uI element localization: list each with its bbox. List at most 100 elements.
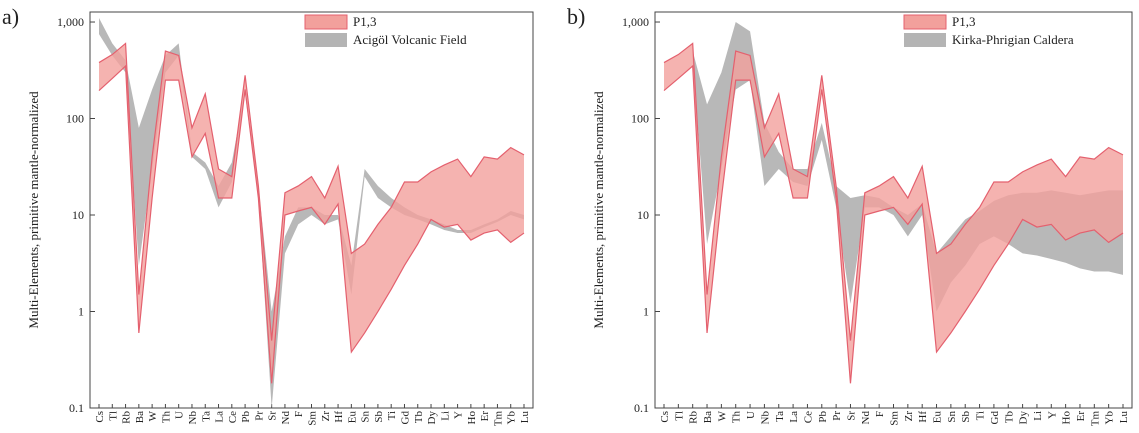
x-tick-label: Er bbox=[479, 411, 491, 422]
x-tick-label: Pb bbox=[817, 411, 829, 423]
x-tick-label: Eu bbox=[346, 411, 358, 424]
legend-swatch bbox=[903, 14, 947, 30]
x-tick-label: Tl bbox=[673, 411, 685, 421]
x-tick-label: Sn bbox=[360, 411, 372, 423]
x-tick-label: Ho bbox=[466, 411, 478, 425]
x-tick-label: Nd bbox=[860, 411, 872, 425]
range-area bbox=[664, 43, 1123, 384]
panel: b) Multi-Elements, primitive mantle-norma… bbox=[567, 4, 1133, 427]
x-tick-label: Sm bbox=[307, 411, 319, 426]
x-tick-label: Tb bbox=[413, 411, 425, 424]
x-tick-label: U bbox=[745, 411, 757, 419]
x-tick-label: Ce bbox=[227, 411, 239, 423]
range-edge bbox=[98, 42, 525, 341]
x-tick-label: F bbox=[874, 411, 886, 417]
x-tick-label: Cs bbox=[659, 411, 671, 423]
range-area bbox=[99, 43, 524, 384]
x-tick-label: Cs bbox=[94, 411, 106, 423]
x-tick-label: Lu bbox=[519, 411, 531, 424]
x-tick-label: Hf bbox=[917, 411, 929, 423]
x-tick-label: U bbox=[174, 411, 186, 419]
x-tick-label: Hf bbox=[333, 411, 345, 423]
x-tick-label: Li bbox=[1032, 411, 1044, 421]
legend-label: Acigöl Volcanic Field bbox=[353, 32, 467, 47]
x-tick-label: Li bbox=[439, 411, 451, 421]
x-tick-label: Tb bbox=[1003, 411, 1015, 424]
x-tick-label: Nb bbox=[187, 411, 199, 425]
x-tick-label: Zr bbox=[903, 411, 915, 422]
x-tick-label: Tm bbox=[1089, 411, 1101, 427]
y-tick-label: 100 bbox=[66, 112, 84, 126]
range-area bbox=[692, 22, 1123, 312]
x-tick-label: Gd bbox=[399, 411, 411, 425]
legend-swatch bbox=[904, 33, 946, 47]
y-tick-label: 0.1 bbox=[69, 401, 84, 415]
x-tick-label: Th bbox=[160, 411, 172, 424]
x-tick-label: Rb bbox=[688, 411, 700, 424]
x-tick-label: Nb bbox=[759, 411, 771, 425]
x-tick-label: Dy bbox=[426, 411, 438, 425]
y-tick-label: 1 bbox=[643, 305, 649, 319]
x-tick-label: Sr bbox=[845, 411, 857, 421]
y-tick-label: 1,000 bbox=[57, 15, 84, 29]
x-tick-label: Ba bbox=[702, 411, 714, 423]
x-tick-label: Pr bbox=[253, 411, 265, 421]
x-tick-label: Yb bbox=[506, 411, 518, 425]
range-edge bbox=[98, 64, 525, 384]
x-tick-label: Sr bbox=[267, 411, 279, 421]
x-tick-label: Y bbox=[1046, 411, 1058, 419]
plot-frame bbox=[89, 11, 534, 409]
range-edge bbox=[663, 64, 1124, 384]
x-tick-label: Sb bbox=[373, 411, 385, 423]
plot-frame bbox=[654, 11, 1133, 409]
y-tick-label: 100 bbox=[631, 112, 649, 126]
legend-label: Kirka-Phrigian Caldera bbox=[952, 32, 1074, 47]
y-tick-label: 1,000 bbox=[622, 15, 649, 29]
y-axis-label: Multi-Elements, primitive mantle-normali… bbox=[26, 91, 41, 329]
x-tick-label: Tl bbox=[107, 411, 119, 421]
x-tick-label: Y bbox=[453, 411, 465, 419]
x-tick-label: Tm bbox=[492, 411, 504, 427]
x-tick-label: Nd bbox=[280, 411, 292, 425]
x-tick-label: Sn bbox=[946, 411, 958, 423]
y-tick-label: 1 bbox=[78, 305, 84, 319]
x-tick-label: W bbox=[147, 410, 159, 421]
panel-label: b) bbox=[567, 4, 585, 29]
y-tick-label: 10 bbox=[637, 208, 649, 222]
x-tick-label: Ta bbox=[774, 411, 786, 422]
x-tick-label: Sm bbox=[889, 411, 901, 426]
x-tick-label: Ta bbox=[200, 411, 212, 422]
x-tick-label: Pr bbox=[831, 411, 843, 421]
range-edge bbox=[663, 42, 1124, 341]
x-tick-label: Th bbox=[731, 411, 743, 424]
x-tick-label: Eu bbox=[932, 411, 944, 424]
y-tick-label: 10 bbox=[72, 208, 84, 222]
x-tick-label: Ho bbox=[1061, 411, 1073, 425]
x-tick-label: Ce bbox=[802, 411, 814, 423]
x-tick-label: Sb bbox=[960, 411, 972, 423]
legend-swatch bbox=[305, 33, 347, 47]
panel: a) Multi-Elements, primitive mantle-norma… bbox=[2, 4, 534, 427]
x-tick-label: Zr bbox=[320, 411, 332, 422]
x-tick-label: Pb bbox=[240, 411, 252, 423]
x-tick-label: Er bbox=[1075, 411, 1087, 422]
x-tick-label: Gd bbox=[989, 411, 1001, 425]
x-tick-label: W bbox=[716, 410, 728, 421]
range-area bbox=[99, 18, 524, 409]
x-tick-label: Rb bbox=[121, 411, 133, 424]
x-tick-label: Ti bbox=[975, 411, 987, 420]
x-tick-label: Ba bbox=[134, 411, 146, 423]
x-tick-label: Dy bbox=[1018, 411, 1030, 425]
y-axis-label: Multi-Elements, primitive mantle-normali… bbox=[591, 91, 606, 329]
y-tick-label: 0.1 bbox=[634, 401, 649, 415]
x-tick-label: Ti bbox=[386, 411, 398, 420]
x-tick-label: La bbox=[214, 411, 226, 423]
panel-label: a) bbox=[2, 4, 19, 29]
legend-swatch bbox=[304, 14, 348, 30]
x-tick-label: Lu bbox=[1118, 411, 1130, 424]
x-tick-label: Yb bbox=[1104, 411, 1116, 425]
x-tick-label: La bbox=[788, 411, 800, 423]
x-tick-label: F bbox=[293, 411, 305, 417]
